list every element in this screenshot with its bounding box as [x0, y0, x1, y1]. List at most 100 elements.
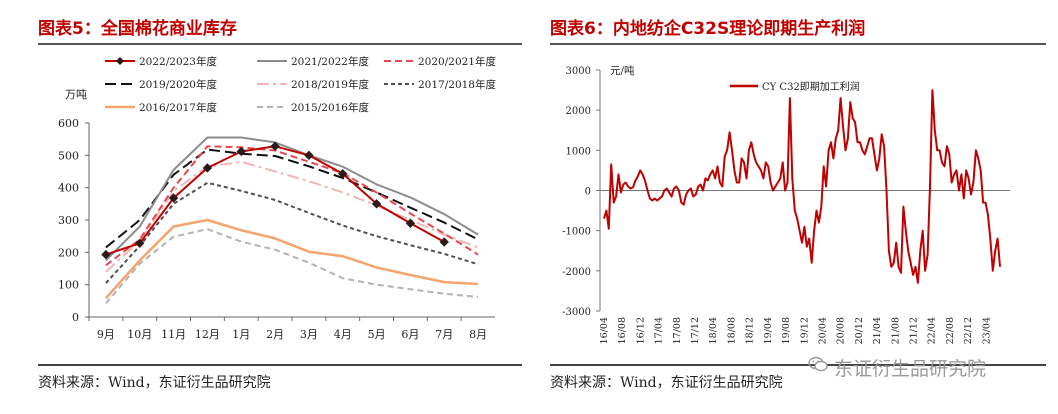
right-x-tick-label: 19/12 [799, 317, 810, 344]
left-legend-label: 2015/2016年度 [291, 101, 369, 114]
right-x-tick-label: 21/08 [890, 317, 901, 344]
left-series-line [104, 218, 479, 300]
watermark: 东证衍生品研究院 [808, 354, 1058, 380]
left-legend-item: 2022/2023年度 [105, 55, 217, 68]
left-x-tick-label: 4月 [334, 328, 352, 341]
left-x-tick-label: 9月 [97, 328, 115, 341]
left-y-tick-label: 0 [72, 311, 79, 324]
left-legend-item: 2016/2017年度 [105, 101, 217, 114]
left-x-tick-label: 2月 [266, 328, 284, 341]
left-legend-label: 2019/2020年度 [139, 78, 217, 91]
left-data-point [371, 199, 382, 209]
left-data-point [270, 141, 280, 151]
right-x-tick-label: 22/08 [945, 317, 956, 344]
left-legend-item: 2021/2022年度 [257, 55, 369, 68]
left-legend-label: 2022/2023年度 [139, 55, 217, 68]
left-data-point [135, 238, 145, 248]
left-x-tick-label: 5月 [368, 328, 386, 341]
left-legend-label: 2020/2021年度 [418, 55, 496, 68]
left-y-tick-label: 600 [58, 117, 79, 130]
left-series-line [105, 145, 479, 267]
right-source-rule [550, 364, 1046, 366]
left-legend-marker [116, 57, 124, 65]
right-x-tick-label: 16/08 [617, 317, 628, 344]
right-source-note: 资料来源：Wind，东证衍生品研究院 [550, 375, 783, 391]
right-x-tick-label: 17/04 [654, 317, 665, 344]
left-series-line [105, 160, 479, 273]
right-y-tick-label: 0 [585, 187, 591, 198]
left-source-note: 资料来源：Wind，东证衍生品研究院 [38, 375, 271, 391]
left-series-line [105, 136, 479, 262]
left-y-tick-label: 200 [58, 246, 79, 259]
left-x-tick-label: 6月 [401, 328, 419, 341]
left-x-tick-label: 10月 [127, 328, 152, 341]
right-x-tick-label: 16/12 [635, 317, 646, 344]
left-x-tick-label: 11月 [161, 328, 186, 341]
left-chart-title: 图表5：全国棉花商业库存 [38, 19, 237, 39]
left-source-rule [38, 364, 522, 366]
left-legend-item: 2019/2020年度 [105, 78, 217, 91]
left-data-point [101, 249, 111, 260]
right-x-tick-label: 18/04 [708, 317, 719, 344]
left-data-point [304, 150, 314, 161]
right-x-tick-label: 20/08 [836, 317, 847, 344]
right-legend-label: CY C32即期加工利润 [762, 80, 860, 93]
right-title-rule [550, 43, 1046, 45]
right-x-tick-label: 16/04 [599, 317, 610, 344]
right-y-tick-label: 2000 [566, 106, 591, 117]
right-x-tick-label: 21/12 [909, 317, 920, 344]
right-x-tick-label: 20/04 [817, 317, 828, 344]
right-y-tick-label: 3000 [566, 66, 591, 77]
left-data-point [168, 193, 179, 203]
left-series-line [105, 148, 479, 249]
left-y-tick-label: 400 [58, 182, 79, 195]
watermark-text: 东证衍生品研究院 [834, 358, 987, 380]
left-series-line [105, 181, 479, 284]
left-x-tick-label: 12月 [195, 328, 220, 341]
left-chart-svg: 2022/2023年度 2021/2022年度 2020/2021年度 2019/20… [58, 55, 496, 341]
right-y-tick-label: -3000 [562, 307, 591, 318]
left-x-tick-label: 1月 [232, 328, 250, 341]
left-y-axis-unit: 万吨 [65, 88, 87, 101]
left-legend-label: 2021/2022年度 [291, 55, 369, 68]
left-legend-label: 2016/2017年度 [139, 101, 217, 114]
right-series-line [603, 89, 1001, 284]
right-chart-title: 图表6：内地纺企C32S理论即期生产利润 [550, 19, 866, 39]
right-x-tick-label: 19/08 [781, 317, 792, 344]
left-data-point [202, 163, 213, 173]
right-y-tick-label: 1000 [566, 146, 591, 157]
right-x-tick-label: 20/12 [854, 317, 865, 344]
left-series-line [105, 228, 479, 305]
left-data-point [439, 237, 449, 247]
left-legend-item: 2020/2021年度 [384, 55, 496, 68]
left-legend-label: 2017/2018年度 [418, 78, 496, 91]
right-y-tick-label: -2000 [562, 267, 591, 278]
left-legend-label: 2018/2019年度 [291, 78, 369, 91]
left-data-point [405, 218, 416, 228]
right-x-tick-label: 17/12 [690, 317, 701, 344]
left-x-tick-label: 3月 [300, 328, 318, 341]
right-x-tick-label: 22/12 [963, 317, 974, 344]
right-y-axis-unit: 元/吨 [610, 64, 635, 77]
left-legend-item: 2017/2018年度 [384, 78, 496, 91]
right-y-tick-label: -1000 [562, 227, 591, 238]
left-chart-panel: 图表5：全国棉花商业库存 2022/2023年度 2021/2022年度 2020/… [0, 0, 528, 414]
right-x-tick-label: 17/08 [672, 317, 683, 344]
left-data-point [338, 169, 348, 179]
right-chart-panel: 图表6：内地纺企C32S理论即期生产利润 -3000 -2000 -1000 0 100… [540, 0, 1058, 414]
right-chart-svg: -3000 -2000 -1000 0 1000 2000 3000 元/吨 16/04 16/0… [562, 64, 1010, 344]
left-legend-item: 2015/2016年度 [257, 101, 369, 114]
left-x-tick-label: 7月 [435, 328, 453, 341]
right-x-tick-label: 22/04 [927, 317, 938, 344]
left-x-tick-label: 8月 [469, 328, 487, 341]
right-x-tick-label: 18/12 [745, 317, 756, 344]
right-x-tick-label: 21/04 [872, 317, 883, 344]
right-legend-item: CY C32即期加工利润 [730, 80, 860, 93]
left-y-tick-label: 300 [58, 214, 79, 227]
left-title-rule [38, 43, 522, 45]
right-x-tick-label: 19/04 [763, 317, 774, 344]
left-y-tick-label: 100 [58, 279, 79, 292]
right-x-tick-label: 18/08 [726, 317, 737, 344]
left-data-point [236, 146, 246, 157]
left-y-tick-label: 500 [58, 149, 79, 162]
